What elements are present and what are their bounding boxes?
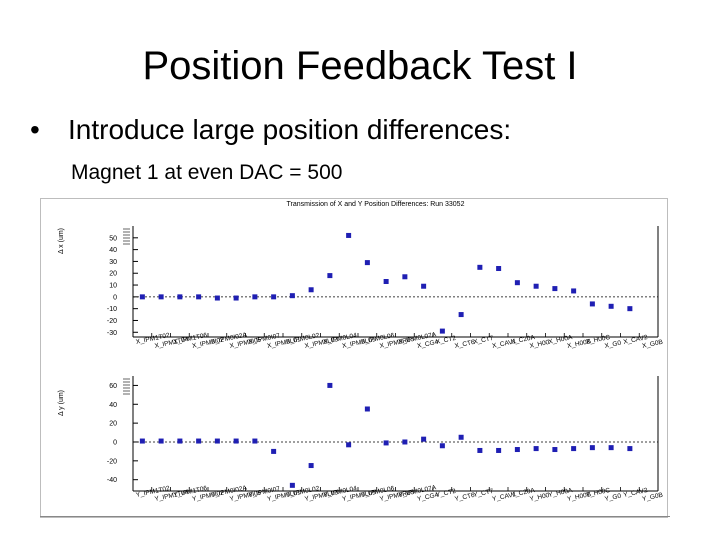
data-point: [552, 286, 558, 292]
data-point: [477, 447, 483, 453]
data-point: [496, 447, 502, 453]
y-tick-label: -20: [107, 458, 117, 465]
data-point: [627, 446, 633, 452]
y-tick-label: -30: [107, 330, 117, 337]
data-point: [271, 448, 277, 454]
data-point: [177, 438, 183, 444]
data-point: [346, 442, 352, 448]
data-point: [364, 260, 370, 266]
slide-title: Position Feedback Test I: [142, 44, 578, 88]
data-point: [308, 287, 314, 293]
x-category-label: X_CT7: [473, 335, 495, 346]
data-point: [271, 294, 277, 300]
y-tick-label: -20: [107, 318, 117, 325]
x-category-label: Y_H00B: [567, 491, 592, 503]
data-point: [158, 294, 164, 300]
chart-canvas: Transmission of X and Y Position Differe…: [58, 201, 664, 503]
data-point: [552, 447, 558, 453]
y-tick-label: 40: [109, 247, 117, 254]
data-point: [608, 303, 614, 309]
y-tick-label: -10: [107, 306, 117, 313]
data-point: [233, 295, 239, 301]
data-point: [158, 438, 164, 444]
data-point: [289, 482, 295, 488]
data-point: [439, 443, 445, 449]
y-tick-label: 50: [109, 235, 117, 242]
x-category-label: Y_H00: [529, 492, 550, 503]
chart-panel-1: Transmission of X and Y Position Differe…: [58, 201, 664, 350]
data-point: [533, 283, 539, 289]
data-point: [177, 294, 183, 300]
data-point: [383, 440, 389, 446]
data-point: [571, 446, 577, 452]
data-point: [383, 279, 389, 284]
sub-bullet-text: Magnet 1 at even DAC = 500: [71, 161, 343, 184]
data-point: [364, 406, 370, 412]
data-point: [514, 447, 520, 453]
data-point: [589, 301, 595, 307]
data-point: [233, 438, 239, 444]
data-point: [589, 445, 595, 451]
data-point: [439, 328, 445, 334]
y-axis-label: Δ x (um): [58, 228, 65, 254]
bullet-text: Introduce large position differences:: [68, 114, 512, 145]
y-tick-label: 20: [109, 421, 117, 428]
x-category-label: Y_G0B: [642, 492, 664, 503]
data-point: [252, 294, 258, 300]
data-point: [196, 438, 202, 444]
x-category-label: Y_CT7: [473, 488, 495, 499]
y-tick-label: 20: [109, 271, 117, 278]
x-category-label: Y_G0: [604, 493, 622, 503]
position-difference-figure: Transmission of X and Y Position Differe…: [40, 198, 668, 518]
data-point: [252, 438, 258, 444]
data-point: [308, 463, 314, 469]
x-category-label: X_G0B: [642, 339, 664, 350]
y-tick-label: -40: [107, 477, 117, 484]
data-point: [289, 293, 295, 299]
bullet-item: • Introduce large position differences:: [30, 113, 511, 147]
chart-title: Transmission of X and Y Position Differe…: [287, 201, 465, 208]
x-category-label: Y_CT2: [435, 488, 457, 499]
data-point: [421, 436, 427, 442]
data-point: [139, 438, 145, 444]
data-point: [627, 306, 633, 312]
bullet-dot: •: [30, 114, 40, 145]
data-point: [402, 274, 408, 280]
data-point: [571, 288, 577, 294]
data-point: [196, 294, 202, 300]
data-point: [346, 232, 352, 238]
y-tick-label: 30: [109, 259, 117, 266]
y-axis-label: Δ y (um): [58, 390, 65, 416]
bottom-rule: [40, 516, 670, 517]
y-tick-label: 0: [113, 294, 117, 301]
y-tick-label: 10: [109, 283, 117, 290]
data-point: [214, 295, 220, 301]
y-tick-label: 0: [113, 439, 117, 446]
data-point: [402, 439, 408, 445]
data-point: [139, 294, 145, 300]
y-tick-label: 60: [109, 383, 117, 390]
x-category-label: Y_CT6: [454, 492, 476, 503]
x-category-label: Y_CG4: [417, 492, 440, 503]
x-category-label: X_CT6: [454, 339, 476, 350]
data-point: [533, 446, 539, 452]
data-point: [214, 438, 220, 444]
data-point: [608, 445, 614, 451]
data-point: [477, 264, 483, 270]
data-point: [514, 280, 520, 286]
data-point: [458, 312, 464, 318]
data-point: [421, 283, 427, 289]
x-category-label: X_H00: [529, 339, 550, 350]
data-point: [327, 273, 333, 279]
y-tick-label: 40: [109, 402, 117, 409]
x-category-label: X_H00B: [567, 338, 592, 350]
data-point: [458, 434, 464, 440]
data-point: [496, 266, 502, 272]
x-category-label: X_CG4: [417, 339, 440, 350]
x-category-label: X_G0: [604, 340, 622, 350]
data-point: [327, 382, 333, 388]
x-category-label: X_CT2: [435, 335, 457, 346]
